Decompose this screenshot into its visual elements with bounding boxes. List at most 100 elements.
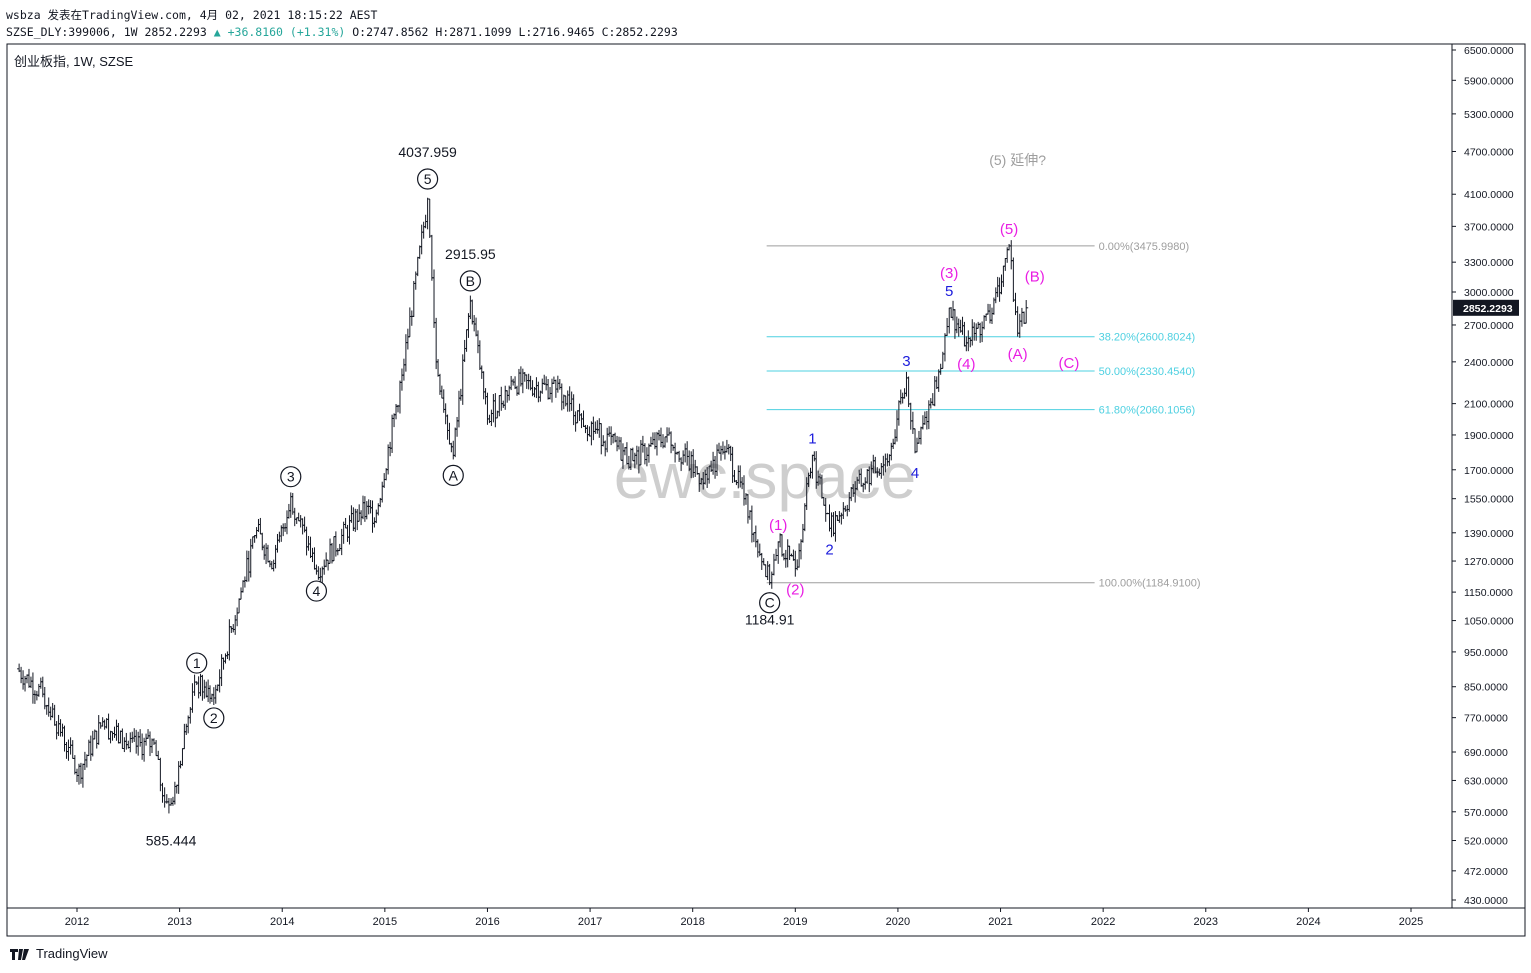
- ohlc-bar: [1001, 265, 1006, 287]
- ohlc-bar: [26, 668, 31, 688]
- tradingview-brand[interactable]: TradingView: [10, 946, 108, 961]
- ohlc-bar: [425, 197, 430, 230]
- ohlc-bar: [390, 414, 395, 453]
- ohlc-bar: [1017, 313, 1022, 338]
- ohlc-bar: [21, 670, 26, 690]
- ohlc-bar: [134, 729, 139, 754]
- ohlc-bar: [986, 303, 991, 315]
- ohlc-bar: [601, 435, 606, 447]
- ohlc-bar: [312, 547, 317, 570]
- svg-text:5: 5: [424, 171, 432, 187]
- x-tick-label: 2020: [886, 916, 910, 928]
- wave-label: 4: [911, 465, 919, 482]
- fib-label: 50.00%(2330.4540): [1099, 366, 1196, 378]
- ohlc-bar: [368, 500, 373, 514]
- ohlc-bar: [936, 369, 941, 392]
- close-value: 2852.2293: [615, 25, 678, 39]
- ohlc-bar: [118, 730, 123, 744]
- ohlc-bar: [491, 394, 496, 423]
- wave-label-circle: A: [442, 464, 464, 486]
- ohlc-bar: [791, 549, 796, 561]
- ohlc-bar: [421, 221, 426, 239]
- ohlc-bar: [233, 615, 238, 635]
- ohlc-bar: [36, 683, 41, 697]
- ohlc-bar: [1003, 258, 1008, 271]
- ohlc-bar: [273, 544, 278, 569]
- ohlc-bar: [360, 495, 365, 520]
- ohlc-bar: [799, 539, 804, 560]
- ohlc-bar: [239, 587, 244, 600]
- ohlc-bar: [795, 559, 800, 571]
- y-tick-label: 6500.0000: [1464, 45, 1514, 57]
- ohlc-bar: [443, 403, 448, 425]
- ohlc-bar: [583, 424, 588, 434]
- ohlc-bar: [56, 714, 61, 737]
- fib-label: 100.00%(1184.9100): [1099, 578, 1201, 590]
- ohlc-bar: [974, 323, 979, 341]
- wave-label: (4): [957, 356, 975, 373]
- ohlc-bar: [1007, 244, 1012, 251]
- ohlc-bar: [347, 515, 352, 545]
- ohlc-bar: [254, 527, 259, 539]
- ohlc-bar: [294, 517, 299, 524]
- ohlc-bar: [108, 730, 113, 744]
- ohlc-bar: [780, 534, 785, 557]
- ohlc-bar: [524, 374, 529, 389]
- ohlc-bar: [477, 340, 482, 370]
- ohlc-bar: [437, 373, 442, 395]
- ohlc-bar: [339, 528, 344, 556]
- ohlc-bar: [362, 496, 367, 522]
- symbol-label[interactable]: SZSE_DLY:399006, 1W: [6, 25, 138, 39]
- ohlc-bar: [778, 533, 783, 548]
- ohlc-bar: [771, 553, 776, 576]
- ohlc-bar: [124, 732, 129, 750]
- ohlc-bar: [90, 730, 95, 757]
- ohlc-bar: [208, 685, 213, 704]
- x-tick-label: 2022: [1091, 916, 1115, 928]
- ohlc-bar: [162, 787, 167, 808]
- ohlc-bar: [80, 763, 85, 788]
- ohlc-bar: [211, 687, 216, 706]
- ohlc-bar: [942, 333, 947, 362]
- ohlc-bar: [382, 473, 387, 488]
- ohlc-bar: [765, 561, 770, 581]
- ohlc-bar: [237, 598, 242, 614]
- ohlc-bar: [920, 415, 925, 430]
- wave-label: (A): [1008, 346, 1028, 363]
- ohlc-bar: [227, 619, 232, 661]
- ohlc-bar: [474, 317, 479, 337]
- ohlc-bar: [522, 372, 527, 382]
- ohlc-bar: [797, 543, 802, 568]
- ohlc-bar: [513, 376, 518, 390]
- open-label: O:: [352, 25, 367, 39]
- last-price-badge: [1453, 299, 1519, 316]
- ohlc-bar: [561, 394, 566, 410]
- ohlc-bar: [151, 738, 156, 745]
- ohlc-bar: [122, 737, 127, 753]
- ohlc-bar: [599, 423, 604, 455]
- ohlc-bar: [160, 782, 165, 803]
- ohlc-bar: [976, 321, 981, 329]
- ohlc-legend: SZSE_DLY:399006, 1W 2852.2293 ▲ +36.8160…: [6, 25, 678, 39]
- y-tick-label: 1550.0000: [1464, 494, 1514, 506]
- ohlc-bar: [439, 385, 444, 399]
- publish-info: wsbza 发表在TradingView.com, 4月 02, 2021 18…: [6, 8, 378, 22]
- ohlc-bar: [72, 755, 77, 775]
- ohlc-bar: [292, 507, 297, 527]
- ohlc-bar: [30, 672, 35, 704]
- ohlc-bar: [429, 234, 434, 281]
- ohlc-bar: [231, 624, 236, 633]
- time-axis-frame: [6, 907, 1526, 937]
- svg-text:B: B: [466, 273, 475, 289]
- ohlc-bar: [52, 704, 57, 726]
- price-label: 585.444: [146, 832, 197, 848]
- ohlc-bar: [204, 681, 209, 698]
- ohlc-bar: [262, 544, 267, 560]
- ohlc-bar: [549, 378, 554, 403]
- ohlc-bar: [573, 411, 578, 432]
- ohlc-bar: [331, 536, 336, 562]
- ohlc-bar: [146, 729, 151, 739]
- ohlc-bar: [322, 559, 327, 575]
- ohlc-bar: [78, 762, 83, 784]
